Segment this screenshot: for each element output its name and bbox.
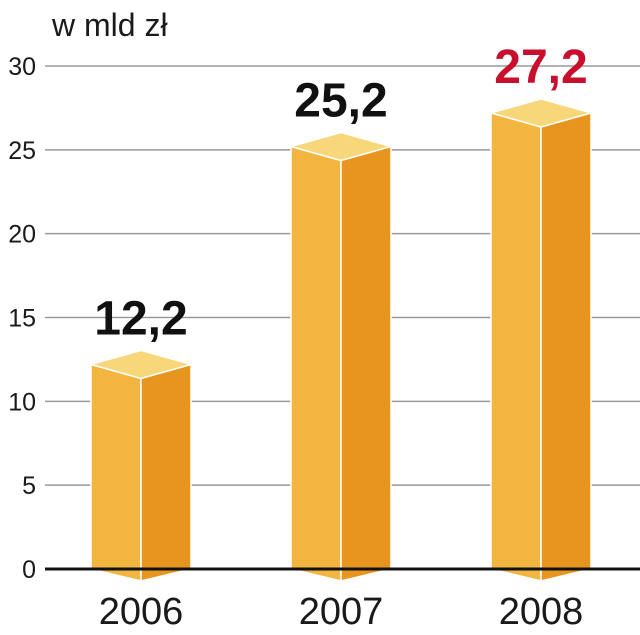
value-label: 25,2 <box>294 74 387 127</box>
y-tick-label: 0 <box>22 556 36 584</box>
bar-2007 <box>288 131 394 582</box>
bar-top-face <box>488 98 594 128</box>
y-tick-label: 20 <box>8 221 36 249</box>
y-tick-label: 15 <box>8 305 36 333</box>
x-tick-label: 2007 <box>299 591 384 633</box>
bar-side-face <box>340 145 392 582</box>
bar-front-face <box>290 145 342 582</box>
y-tick-label: 30 <box>8 53 36 81</box>
bar-front-face <box>90 363 142 582</box>
y-axis-ticks: 0 5 10 15 20 25 30 <box>8 53 36 584</box>
bar-2006 <box>88 349 194 582</box>
bar-side-face <box>540 111 592 582</box>
y-tick-label: 5 <box>22 472 36 500</box>
bars: 12,2 25,2 27,2 <box>88 41 594 582</box>
x-axis-ticks: 2006 2007 2008 <box>99 591 584 633</box>
unit-label: w mld zł <box>51 7 168 43</box>
x-tick-label: 2006 <box>99 591 184 633</box>
y-tick-label: 25 <box>8 137 36 165</box>
x-tick-label: 2008 <box>499 591 584 633</box>
bar-front-face <box>490 111 542 582</box>
bar-side-face <box>140 363 192 582</box>
bar-top-face <box>88 349 194 380</box>
bar-2008 <box>488 98 594 582</box>
y-tick-label: 10 <box>8 388 36 416</box>
value-label: 27,2 <box>494 41 587 94</box>
bar-top-face <box>288 131 394 162</box>
value-label: 12,2 <box>94 292 187 345</box>
